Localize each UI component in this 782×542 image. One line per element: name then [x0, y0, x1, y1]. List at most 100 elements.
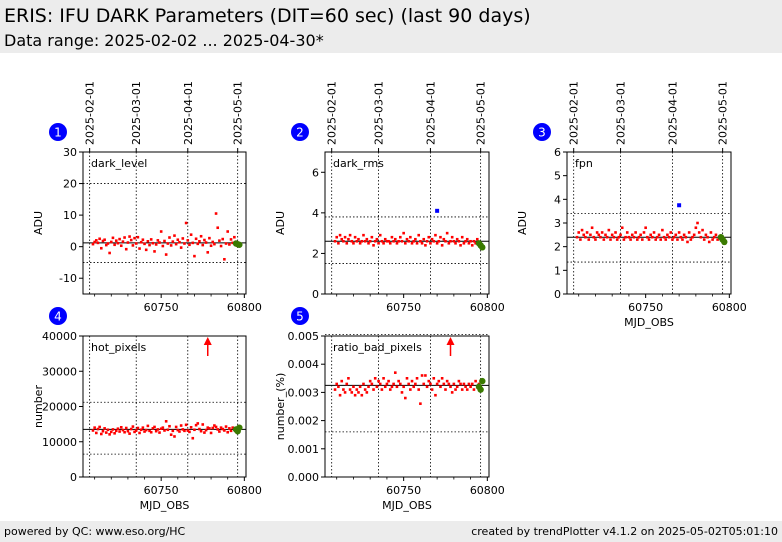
data-point [169, 433, 173, 436]
data-point [91, 242, 95, 246]
date-tick-label: 2025-02-01 [326, 81, 339, 145]
data-point [208, 427, 211, 430]
data-point [124, 247, 128, 251]
data-point [186, 429, 190, 432]
data-point [604, 233, 607, 237]
outlier-point [677, 203, 682, 208]
data-point [134, 242, 138, 245]
data-point [365, 237, 369, 241]
data-point [605, 235, 609, 239]
data-point [644, 226, 647, 230]
data-point [226, 430, 230, 434]
data-point [410, 241, 414, 245]
data-point [360, 393, 364, 397]
data-point [347, 237, 350, 241]
data-point [193, 254, 196, 258]
data-point [622, 238, 626, 241]
panel-number-label: 3 [538, 126, 546, 140]
data-point [672, 235, 676, 239]
data-point [126, 241, 130, 244]
data-point [600, 231, 604, 234]
data-point [360, 239, 364, 243]
data-point [442, 382, 446, 386]
y-tick-label: 0 [554, 288, 561, 301]
data-point [116, 427, 120, 431]
data-point [171, 429, 175, 433]
data-point [595, 231, 599, 234]
data-point [701, 228, 704, 232]
data-point [133, 430, 136, 434]
data-point [592, 235, 596, 239]
data-point [669, 231, 673, 234]
data-point [432, 239, 436, 243]
data-point [412, 239, 415, 243]
data-point [149, 430, 153, 434]
x-tick-label: 60800 [712, 301, 747, 314]
data-point [353, 235, 357, 239]
data-point [186, 239, 190, 242]
data-point [397, 379, 400, 383]
data-point [689, 238, 693, 241]
x-tick-label: 60800 [470, 484, 505, 497]
data-point [393, 371, 397, 374]
latest-point [236, 424, 243, 431]
y-tick-label: 10000 [42, 436, 77, 449]
data-point [340, 379, 344, 383]
data-point [164, 420, 168, 423]
data-point [373, 377, 377, 380]
data-point [714, 233, 718, 237]
data-point [676, 238, 679, 241]
data-point [194, 423, 198, 427]
data-point [704, 233, 708, 237]
data-point [454, 241, 457, 245]
data-point [627, 235, 631, 239]
data-point [209, 244, 213, 248]
data-point [447, 382, 451, 386]
data-point [226, 230, 230, 233]
data-point [333, 239, 337, 243]
data-point [392, 239, 395, 243]
data-point [113, 243, 116, 247]
latest-point [236, 241, 243, 248]
data-point [415, 377, 419, 380]
data-point [412, 385, 415, 389]
data-point [178, 430, 181, 433]
data-point [390, 385, 394, 389]
data-point [179, 246, 183, 249]
plot-frame [566, 151, 732, 295]
y-tick-label: 0.004 [288, 358, 320, 371]
data-point [343, 235, 347, 239]
data-point [367, 385, 370, 389]
data-point [397, 239, 400, 243]
data-point [677, 231, 681, 234]
data-point [440, 244, 444, 247]
y-axis-label: number_(%) [274, 373, 287, 440]
data-point [429, 241, 432, 245]
data-point [597, 233, 601, 237]
data-point [101, 429, 105, 433]
data-point [380, 239, 384, 243]
data-point [171, 240, 175, 243]
data-point [153, 250, 156, 253]
data-point [464, 239, 467, 243]
data-point [629, 238, 632, 241]
data-point [358, 385, 362, 389]
data-point [129, 427, 133, 431]
data-point [437, 239, 441, 243]
data-point [674, 233, 678, 237]
panel-hot_pixels: 0 10000 20000 30000 40000 60750 60800 hot_pixel… [32, 307, 262, 512]
data-point [414, 237, 417, 241]
data-point [96, 427, 100, 431]
data-point [407, 239, 410, 243]
data-point [382, 241, 385, 245]
data-point [459, 382, 462, 386]
data-point [447, 241, 451, 245]
data-point [450, 235, 454, 239]
data-point [445, 379, 449, 383]
y-tick-label: 20000 [42, 401, 77, 414]
data-point [343, 391, 347, 394]
data-point [612, 235, 616, 239]
data-point [345, 241, 349, 245]
data-point [590, 226, 594, 230]
data-point [113, 431, 116, 435]
